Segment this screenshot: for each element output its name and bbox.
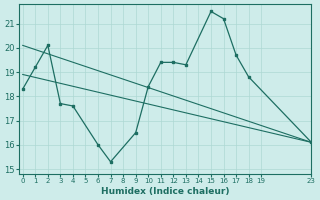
X-axis label: Humidex (Indice chaleur): Humidex (Indice chaleur) bbox=[101, 187, 229, 196]
